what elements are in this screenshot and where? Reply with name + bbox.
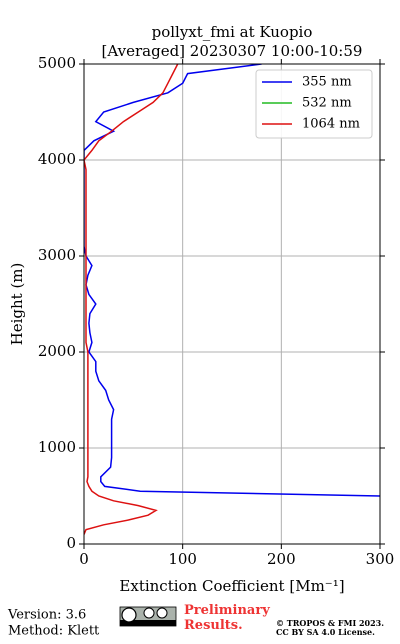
x-tick-label: 0 bbox=[79, 550, 89, 568]
y-tick-label: 5000 bbox=[38, 54, 76, 72]
y-tick-label: 1000 bbox=[38, 438, 76, 456]
chart-title: pollyxt_fmi at Kuopio bbox=[152, 23, 313, 41]
y-axis-label: Height (m) bbox=[8, 263, 26, 346]
preliminary-notice: Preliminary Results. bbox=[184, 603, 270, 633]
y-tick-label: 3000 bbox=[38, 246, 76, 264]
legend: 355 nm 532 nm 1064 nm bbox=[262, 75, 360, 132]
profile-line bbox=[84, 64, 179, 535]
legend-label: 1064 nm bbox=[302, 117, 360, 132]
chart-subtitle: [Averaged] 20230307 10:00-10:59 bbox=[102, 42, 363, 60]
lines bbox=[84, 64, 380, 535]
y-tick-label: 0 bbox=[66, 534, 76, 552]
version: Version: 3.6 bbox=[7, 608, 86, 623]
legend-box bbox=[255, 69, 373, 139]
x-tick-label: 100 bbox=[168, 550, 197, 568]
cc-logo bbox=[119, 606, 177, 627]
y-tick-label: 4000 bbox=[38, 150, 76, 168]
license: CC BY SA 4.0 License. bbox=[276, 627, 375, 637]
x-tick-label: 300 bbox=[366, 550, 395, 568]
profile-line bbox=[84, 64, 380, 497]
x-tick-label: 200 bbox=[267, 550, 296, 568]
y-tick-label: 2000 bbox=[38, 342, 76, 360]
method: Method: Klett bbox=[8, 624, 100, 639]
copyright: © TROPOS & FMI 2023. bbox=[276, 618, 384, 628]
x-axis-label: Extinction Coefficient [Mm⁻¹] bbox=[119, 577, 344, 595]
legend-label: 355 nm bbox=[302, 75, 352, 90]
legend-label: 532 nm bbox=[302, 96, 352, 111]
plot-frame bbox=[83, 63, 381, 545]
